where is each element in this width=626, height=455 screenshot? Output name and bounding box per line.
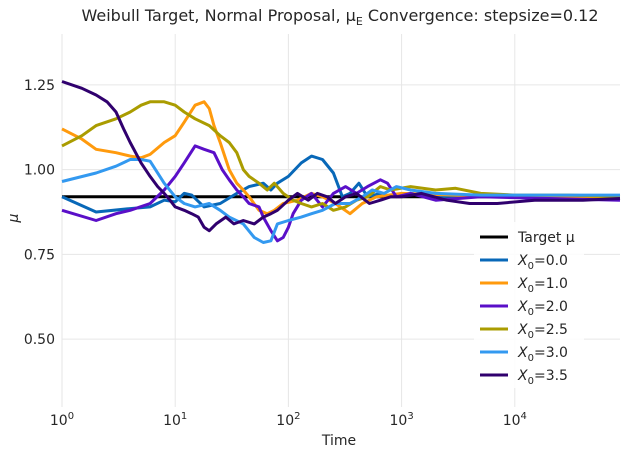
y-tick-label: 1.00 [24,163,55,179]
chart-title: Weibull Target, Normal Proposal, μE Conv… [81,6,598,28]
y-tick-label: 0.75 [24,247,55,263]
x-axis-label: Time [321,433,356,449]
grid [61,34,620,407]
x-tick-label: 104 [503,411,527,429]
x-tick-label: 100 [50,411,74,429]
series-line-5 [61,80,621,233]
legend-label: X0=3.0 [517,345,568,364]
legend-label: X0=2.5 [517,322,568,341]
x-tick-label: 103 [389,411,413,429]
series-line-4 [61,158,620,244]
x-tick-labels: 100 101 102 103 104 [50,411,527,429]
legend-label: X0=2.0 [517,299,568,318]
y-tick-labels: 0.50 0.75 1.00 1.25 [24,78,55,348]
series-line-1 [61,100,620,216]
legend-label: X0=1.0 [517,276,568,295]
legend-label: Target μ [517,230,575,246]
y-tick-label: 1.25 [24,78,55,94]
series-line-3 [61,100,621,212]
x-tick-label: 101 [163,411,187,429]
series-lines [61,80,621,244]
legend-label: X0=0.0 [517,253,568,272]
y-axis-label: μ [6,213,22,223]
legend-label: X0=3.5 [517,368,568,387]
legend: Target μ X0=0.0 X0=1.0 X0=2.0 X0=2.5 X0=3.0 X0… [474,222,584,388]
x-tick-label: 102 [276,411,300,429]
y-tick-label: 0.50 [24,332,55,348]
